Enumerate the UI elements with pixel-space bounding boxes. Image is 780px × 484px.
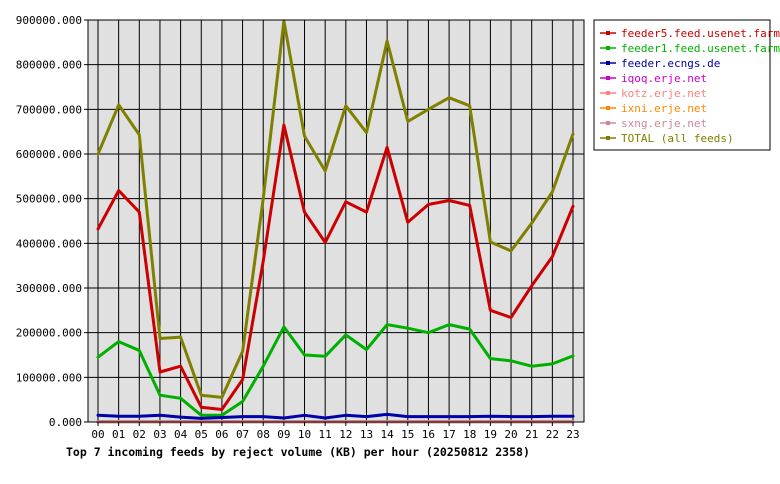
x-tick-label: 05: [195, 428, 208, 441]
x-tick-label: 02: [133, 428, 146, 441]
legend-label: TOTAL (all feeds): [621, 132, 734, 145]
series-line-0: [96, 123, 575, 411]
x-tick-label: 10: [298, 428, 311, 441]
legend-marker: [606, 136, 610, 140]
x-tick-label: 11: [319, 428, 332, 441]
x-tick-label: 23: [566, 428, 579, 441]
series-line-1: [96, 323, 575, 417]
x-tick-label: 20: [504, 428, 517, 441]
legend-marker: [606, 76, 610, 80]
legend-label: feeder5.feed.usenet.farm: [621, 27, 780, 40]
x-tick-label: 14: [381, 428, 395, 441]
x-tick-label: 09: [277, 428, 290, 441]
y-tick-label: 300000.000: [16, 282, 82, 295]
legend-label: kotz.erje.net: [621, 87, 707, 100]
x-tick-label: 12: [339, 428, 352, 441]
series-line-7: [96, 19, 575, 399]
y-tick-label: 800000.000: [16, 59, 82, 72]
x-tick-label: 00: [91, 428, 104, 441]
legend-marker: [606, 31, 610, 35]
x-tick-label: 21: [525, 428, 538, 441]
x-tick-label: 03: [153, 428, 166, 441]
legend-label: sxng.erje.net: [621, 117, 707, 130]
legend-marker: [606, 121, 610, 125]
legend-marker: [606, 91, 610, 95]
x-tick-label: 01: [112, 428, 125, 441]
x-tick-label: 22: [546, 428, 559, 441]
y-tick-label: 700000.000: [16, 103, 82, 116]
y-tick-label: 100000.000: [16, 371, 82, 384]
x-tick-label: 06: [215, 428, 228, 441]
chart-title: Top 7 incoming feeds by reject volume (K…: [66, 445, 530, 459]
legend: feeder5.feed.usenet.farm feeder1.feed.use…: [600, 27, 780, 145]
y-tick-label: 900000.000: [16, 14, 82, 27]
y-tick-label: 400000.000: [16, 237, 82, 250]
y-tick-label: 500000.000: [16, 193, 82, 206]
y-axis: 0.000 100000.000 200000.000 300000.000 40000…: [16, 14, 88, 429]
x-axis: 00 01 02 03 04 05 06 07 08 09 10 11 12 13 14 15 16 17 18 19…: [91, 422, 580, 441]
x-tick-label: 15: [401, 428, 414, 441]
x-tick-label: 04: [174, 428, 188, 441]
legend-label: feeder.ecngs.de: [621, 57, 720, 70]
legend-label: iqoq.erje.net: [621, 72, 707, 85]
y-tick-label: 200000.000: [16, 327, 82, 340]
x-tick-label: 18: [463, 428, 476, 441]
x-tick-label: 07: [236, 428, 249, 441]
x-tick-label: 13: [360, 428, 373, 441]
x-tick-label: 08: [257, 428, 270, 441]
legend-marker: [606, 61, 610, 65]
x-tick-label: 19: [484, 428, 497, 441]
x-tick-label: 17: [442, 428, 455, 441]
x-tick-label: 16: [422, 428, 435, 441]
plot-frame: [87, 19, 585, 423]
y-tick-label: 600000.000: [16, 148, 82, 161]
legend-label: feeder1.feed.usenet.farm: [621, 42, 780, 55]
legend-box: [593, 19, 771, 151]
legend-marker: [606, 46, 610, 50]
legend-label: ixni.erje.net: [621, 102, 707, 115]
series-line-2: [96, 412, 575, 420]
y-tick-label: 0.000: [49, 416, 82, 429]
legend-marker: [606, 106, 610, 110]
